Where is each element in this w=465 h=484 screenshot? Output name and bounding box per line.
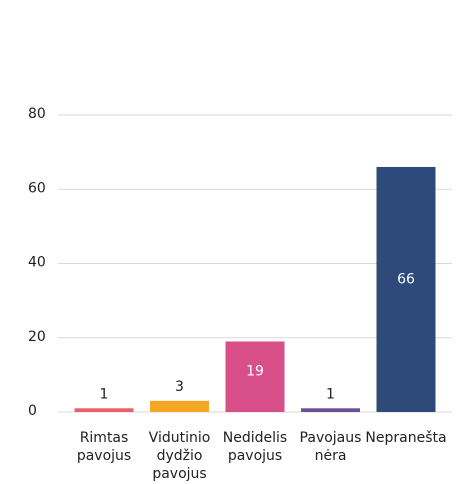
- x-tick-label-line: Vidutinio: [149, 430, 211, 446]
- data-label: 3: [175, 379, 184, 395]
- x-tick-label: Pavojaus nėra: [300, 430, 362, 464]
- y-tick-label: 0: [28, 403, 37, 419]
- data-label: 1: [100, 386, 109, 402]
- data-label: 66: [397, 271, 415, 287]
- y-tick-label: 60: [28, 180, 46, 196]
- bar: [150, 400, 209, 412]
- x-tick-label: Rimtas pavojus: [77, 430, 131, 464]
- bar: [225, 341, 285, 412]
- bar: [74, 408, 134, 412]
- bar: [301, 408, 360, 412]
- x-tick-label: Nedidelis pavojus: [223, 430, 287, 464]
- y-tick-label: 40: [28, 255, 46, 271]
- y-tick-label: 80: [28, 106, 46, 122]
- x-tick-label-line: nėra: [315, 448, 347, 464]
- data-label: 19: [246, 363, 264, 379]
- x-tick-label-line: Nedidelis: [223, 430, 287, 446]
- y-tick-label: 20: [28, 329, 46, 345]
- x-tick-label-line: pavojus: [228, 448, 282, 464]
- x-tick-label-line: Pavojaus: [300, 430, 362, 446]
- x-tick-label-line: pavojus: [77, 448, 131, 464]
- x-tick-label-line: dydžio: [157, 448, 203, 464]
- x-tick-label-line: Rimtas: [80, 430, 129, 446]
- x-tick-label-line: pavojus: [152, 466, 206, 482]
- x-tick-label: Vidutinio dydžio pavojus: [149, 430, 211, 482]
- bar: [376, 166, 436, 412]
- x-tick-label: Nepranešta: [365, 430, 446, 446]
- data-label: 1: [326, 386, 335, 402]
- x-tick-label-line: Nepranešta: [365, 430, 446, 446]
